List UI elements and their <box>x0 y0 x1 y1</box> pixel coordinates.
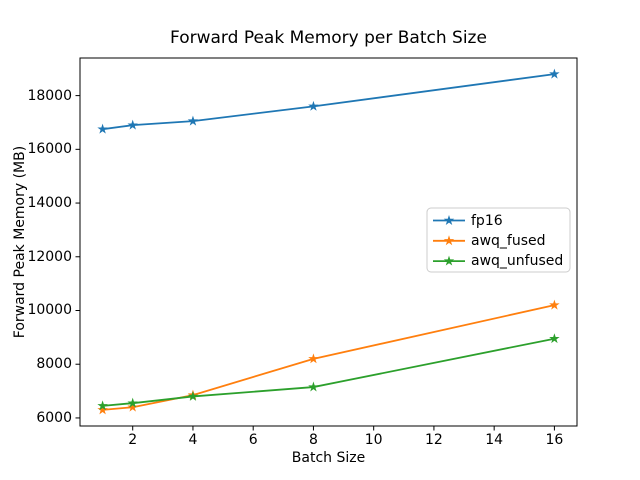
y-tick-label: 10000 <box>27 302 72 319</box>
axes-spines <box>79 57 578 427</box>
series-marker-fp16 <box>127 119 138 130</box>
y-tick-label: 18000 <box>27 87 72 104</box>
y-tick-label: 8000 <box>36 356 72 373</box>
x-tick-label: 2 <box>128 432 138 448</box>
legend-label-awq_unfused: awq_unfused <box>471 253 564 270</box>
series-marker-awq_unfused <box>97 400 108 411</box>
x-tick-label: 8 <box>308 432 318 448</box>
series-marker-fp16 <box>549 68 560 79</box>
legend-marker <box>443 235 455 246</box>
y-tick-label: 14000 <box>27 195 72 212</box>
x-tick-label: 12 <box>425 432 443 448</box>
series-line-awq_unfused <box>102 337 555 407</box>
series-marker-awq_unfused <box>187 390 199 401</box>
y-tick-label: 16000 <box>27 141 72 158</box>
legend-label-awq_fused: awq_fused <box>471 232 546 249</box>
series-marker-fp16 <box>308 100 319 111</box>
series-line-fp16 <box>102 73 555 131</box>
legend-box <box>426 207 571 273</box>
x-tick-label: 14 <box>485 432 504 448</box>
legend-label-fp16: fp16 <box>471 212 503 229</box>
x-tick-label: 16 <box>545 432 564 448</box>
y-tick-label: 6000 <box>36 409 72 426</box>
x-axis-label: Batch Size <box>291 450 366 466</box>
series-marker-fp16 <box>187 115 199 126</box>
series-marker-fp16 <box>97 123 108 134</box>
x-tick-label: 4 <box>188 432 198 448</box>
series-marker-awq_fused <box>97 404 108 415</box>
series-marker-awq_fused <box>127 401 138 412</box>
series-marker-awq_fused <box>549 299 560 310</box>
series-marker-awq_unfused <box>308 381 319 392</box>
legend-marker <box>443 215 455 225</box>
series-marker-awq_unfused <box>127 397 138 408</box>
chart-title: Forward Peak Memory per Batch Size <box>170 28 487 48</box>
y-tick-label: 12000 <box>27 248 72 265</box>
x-tick-label: 10 <box>364 432 383 448</box>
x-tick-label: 6 <box>248 432 258 448</box>
series-marker-awq_fused <box>308 353 319 364</box>
series-marker-awq_unfused <box>549 333 560 344</box>
series-line-awq_fused <box>102 304 555 411</box>
legend-marker <box>443 255 455 266</box>
